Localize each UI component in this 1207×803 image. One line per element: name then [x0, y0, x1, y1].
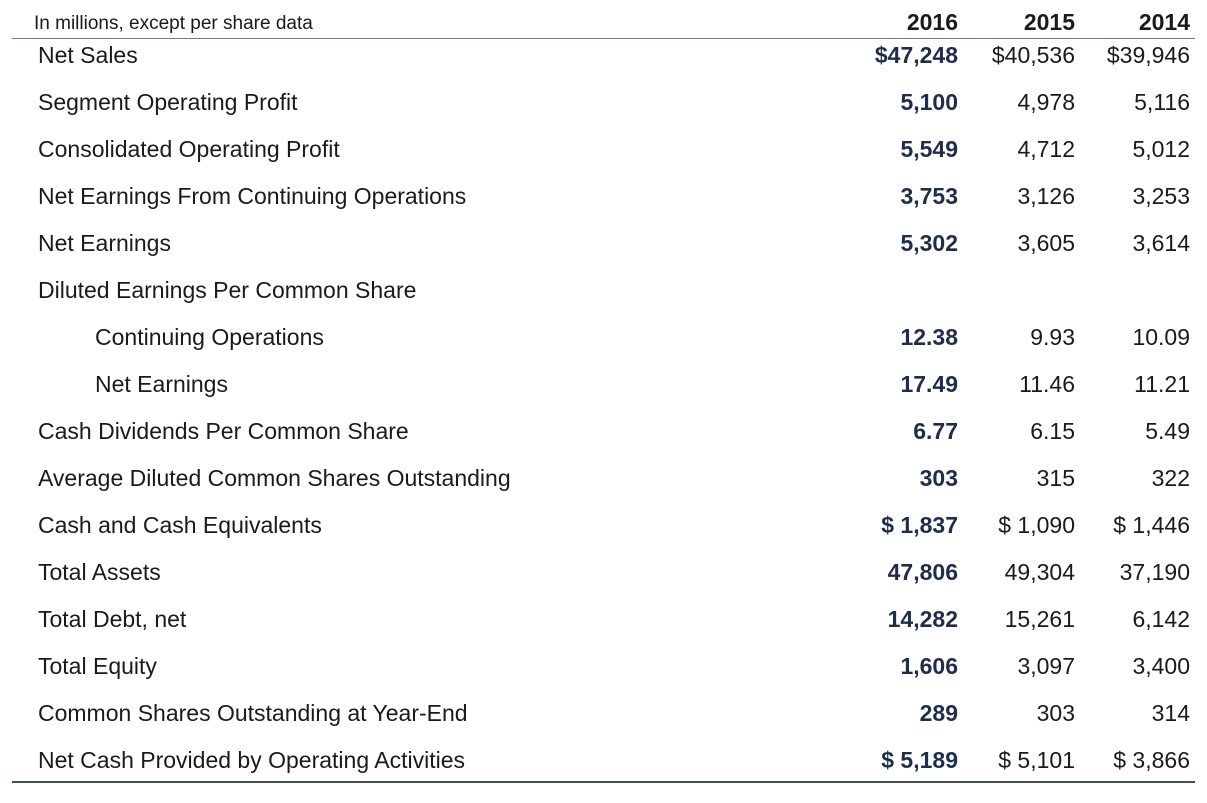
value-cell-2014: $ 1,446 — [1113, 512, 1190, 538]
row-label: Net Earnings — [95, 371, 228, 397]
table-row: Net Earnings 5,302 3,605 3,614 — [12, 220, 1195, 267]
table-row: Diluted Earnings Per Common Share — [12, 267, 1195, 314]
value-cell-2016: 5,302 — [900, 230, 958, 256]
row-label: Net Earnings From Continuing Operations — [38, 183, 467, 209]
value-cell-2015: 9.93 — [1030, 324, 1075, 350]
value-cell-2015: 303 — [1036, 700, 1075, 726]
value-cell-2016: $47,248 — [874, 42, 958, 68]
value-cell-2014: 6,142 — [1132, 606, 1190, 632]
year-header-2016: 2016 — [906, 9, 958, 35]
table-row: Total Assets 47,806 49,304 37,190 — [12, 549, 1195, 596]
table-row: Total Debt, net 14,282 15,261 6,142 — [12, 596, 1195, 643]
value-cell-2014: 10.09 — [1132, 324, 1190, 350]
table-row: Common Shares Outstanding at Year-End 289… — [12, 690, 1195, 737]
value-cell-2016: 5,549 — [900, 136, 958, 162]
table-row: Net Sales $47,248 $40,536 $39,946 — [12, 39, 1195, 79]
value-cell-2015: $ 1,090 — [998, 512, 1075, 538]
row-label: Total Debt, net — [38, 606, 187, 632]
value-cell-2015: 3,097 — [1017, 653, 1075, 679]
table-row: Net Cash Provided by Operating Activitie… — [12, 737, 1195, 784]
table-body: Net Sales $47,248 $40,536 $39,946 Segment Op… — [12, 39, 1195, 784]
value-cell-2016: $ 5,189 — [881, 747, 958, 773]
row-label: Average Diluted Common Shares Outstandin… — [38, 465, 511, 491]
units-caption: In millions, except per share data — [34, 13, 313, 34]
value-cell-2014: 5,116 — [1134, 89, 1190, 115]
value-cell-2016: 289 — [919, 700, 958, 726]
table-row: Net Earnings 17.49 11.46 11.21 — [12, 361, 1195, 408]
row-label: Net Earnings — [38, 230, 171, 256]
table-row: Net Earnings From Continuing Operations 3… — [12, 173, 1195, 220]
value-cell-2014: $ 3,866 — [1113, 747, 1190, 773]
value-cell-2014: 3,400 — [1132, 653, 1190, 679]
table-row: Consolidated Operating Profit 5,549 4,712 5… — [12, 126, 1195, 173]
value-cell-2015: 6.15 — [1030, 418, 1075, 444]
value-cell-2014: 5.49 — [1145, 418, 1190, 444]
value-cell-2014: 314 — [1151, 700, 1190, 726]
value-cell-2014: 5,012 — [1132, 136, 1190, 162]
value-cell-2014: 3,614 — [1132, 230, 1190, 256]
value-cell-2016: 17.49 — [900, 371, 958, 397]
value-cell-2015: 49,304 — [1004, 559, 1075, 585]
value-cell-2015: 4,712 — [1017, 136, 1075, 162]
value-cell-2014: 322 — [1151, 465, 1190, 491]
table-row: Segment Operating Profit 5,100 4,978 5,116 — [12, 79, 1195, 126]
row-label: Cash and Cash Equivalents — [38, 512, 322, 538]
table-row: Continuing Operations 12.38 9.93 10.09 — [12, 314, 1195, 361]
row-label: Common Shares Outstanding at Year-End — [38, 700, 468, 726]
value-cell-2015: 3,126 — [1017, 183, 1075, 209]
value-cell-2016: 5,100 — [900, 89, 958, 115]
table-row: Cash Dividends Per Common Share 6.77 6.15 5… — [12, 408, 1195, 455]
value-cell-2015: 315 — [1036, 465, 1075, 491]
value-cell-2016: 303 — [919, 465, 958, 491]
year-header-2014: 2014 — [1138, 9, 1190, 35]
value-cell-2016: $ 1,837 — [881, 512, 958, 538]
value-cell-2015: 3,605 — [1017, 230, 1075, 256]
row-label: Net Cash Provided by Operating Activitie… — [38, 747, 465, 773]
row-label: Consolidated Operating Profit — [38, 136, 340, 162]
row-label: Cash Dividends Per Common Share — [38, 418, 409, 444]
row-label: Continuing Operations — [95, 324, 324, 350]
table-bottom-rule — [12, 781, 1195, 783]
value-cell-2015: $ 5,101 — [998, 747, 1075, 773]
table-row: Average Diluted Common Shares Outstandin… — [12, 455, 1195, 502]
value-cell-2015: 15,261 — [1004, 606, 1075, 632]
value-cell-2016: 12.38 — [900, 324, 958, 350]
value-cell-2015: 11.46 — [1019, 371, 1075, 397]
value-cell-2014: 37,190 — [1119, 559, 1190, 585]
row-label: Total Assets — [38, 559, 161, 585]
value-cell-2015: $40,536 — [991, 42, 1075, 68]
value-cell-2015: 4,978 — [1017, 89, 1075, 115]
table-row: Cash and Cash Equivalents $ 1,837 $ 1,090 $… — [12, 502, 1195, 549]
row-label: Diluted Earnings Per Common Share — [38, 277, 417, 303]
financial-summary-table: In millions, except per share data 2016 … — [12, 6, 1195, 784]
value-cell-2016: 1,606 — [900, 653, 958, 679]
table-row: Total Equity 1,606 3,097 3,400 — [12, 643, 1195, 690]
row-label: Segment Operating Profit — [38, 89, 298, 115]
row-label: Total Equity — [38, 653, 157, 679]
value-cell-2014: 3,253 — [1132, 183, 1190, 209]
value-cell-2016: 3,753 — [900, 183, 958, 209]
value-cell-2016: 47,806 — [887, 559, 958, 585]
value-cell-2016: 14,282 — [887, 606, 958, 632]
value-cell-2016: 6.77 — [913, 418, 958, 444]
value-cell-2014: $39,946 — [1106, 42, 1190, 68]
year-header-2015: 2015 — [1023, 9, 1075, 35]
table-header: In millions, except per share data 2016 … — [12, 6, 1195, 39]
row-label: Net Sales — [38, 42, 138, 68]
value-cell-2014: 11.21 — [1134, 371, 1190, 397]
